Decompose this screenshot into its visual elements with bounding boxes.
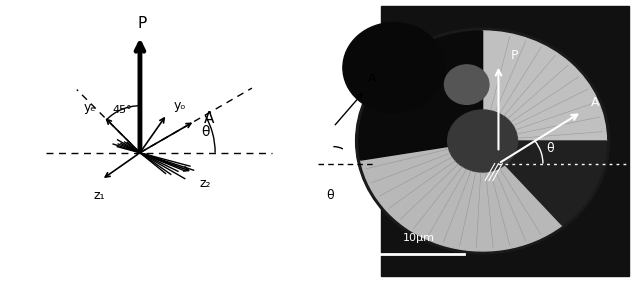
Text: A: A [591, 96, 599, 109]
Wedge shape [483, 141, 606, 225]
Text: P: P [511, 49, 519, 62]
Wedge shape [483, 31, 606, 141]
Text: yₒ: yₒ [174, 99, 187, 112]
Text: 45°: 45° [112, 105, 132, 115]
Circle shape [448, 110, 518, 172]
Circle shape [356, 28, 610, 254]
Text: yₑ: yₑ [84, 101, 97, 114]
Text: θ: θ [546, 142, 554, 155]
Text: z₂: z₂ [200, 177, 211, 190]
Circle shape [444, 65, 489, 104]
Text: P: P [138, 16, 147, 30]
Wedge shape [361, 141, 562, 251]
Text: A: A [368, 72, 377, 85]
Text: 10μm: 10μm [403, 233, 435, 243]
Text: θ: θ [326, 189, 334, 202]
Text: θ: θ [201, 125, 210, 139]
Wedge shape [359, 31, 483, 160]
Bar [381, 6, 629, 276]
Text: z₁: z₁ [93, 189, 105, 202]
Text: A: A [204, 111, 215, 126]
Circle shape [343, 23, 444, 113]
